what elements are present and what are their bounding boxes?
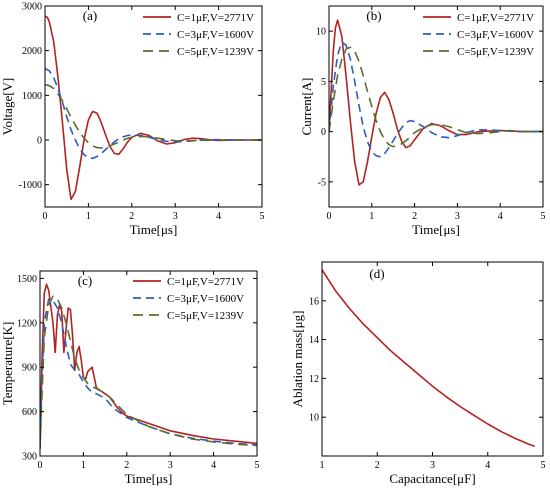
series-line-3 [329,46,543,148]
y-axis-label: Voltage[V] [0,78,15,136]
legend: C=1μF,V=2771V C=3μF,V=1600V C=5μF,V=1239V [143,12,254,58]
y-tick-label: -1000 [19,180,42,191]
series-line-2 [45,67,262,160]
y-tick-label: 12 [309,374,319,385]
x-axis-label: Time[μs] [412,222,460,237]
series-line-3 [45,83,262,149]
x-tick-label: 2 [412,211,417,222]
y-axis-label: Ablation mass[μg] [290,311,305,408]
x-tick-label: 1 [81,460,86,471]
x-tick-label: 2 [375,460,380,471]
x-tick-label: 4 [485,460,490,471]
y-tick-label: 10 [309,413,319,424]
x-tick-label: 1 [320,460,325,471]
y-tick-label: 16 [309,296,319,307]
y-tick-label: 1500 [17,274,37,285]
y-tick-label: 2000 [22,46,42,57]
y-tick-label: 10 [316,27,326,38]
y-tick-label: 300 [22,452,37,463]
plot-frame [44,5,263,208]
x-tick-label: 5 [541,211,546,222]
legend-label-3: C=5μF,V=1239V [177,46,254,58]
y-tick-label: 1200 [17,318,37,329]
y-tick-label: 600 [22,407,37,418]
x-tick-label: 5 [255,460,260,471]
x-tick-label: 0 [43,211,48,222]
series-line-1 [322,269,535,448]
series-line-3 [40,295,257,449]
x-tick-label: 3 [430,460,435,471]
x-tick-label: 3 [173,211,178,222]
legend: C=1μF,V=2771V C=3μF,V=1600V C=5μF,V=1239V [423,12,534,58]
y-tick-label: 1000 [22,91,42,102]
y-tick-label: 3000 [22,2,42,13]
x-tick-label: 3 [455,211,460,222]
y-tick-label: 0 [37,136,42,147]
y-tick-label: 900 [22,363,37,374]
x-tick-label: 1 [369,211,374,222]
x-tick-label: 5 [541,460,546,471]
x-tick-label: 2 [129,211,134,222]
x-tick-label: 4 [498,211,503,222]
y-axis-label: Temperature[K] [0,322,15,406]
y-tick-label: -5 [318,177,326,188]
y-tick-label: 0 [321,127,326,138]
panel-tag: (b) [366,8,381,23]
plot-frame [328,5,544,208]
plot-frame [39,270,258,457]
panel-tag: (c) [78,273,92,288]
x-tick-label: 4 [211,460,216,471]
legend-label-3: C=5μF,V=1239V [457,46,534,58]
x-tick-label: 3 [168,460,173,471]
chart-panel-3: 0 1 2 3 4 5 300 600 900 1200 1500 Time[μs] Temperatu… [0,270,260,486]
y-tick-label: 14 [309,335,319,346]
x-axis-label: Time[μs] [130,222,178,237]
x-tick-label: 5 [260,211,265,222]
legend-label-1: C=1μF,V=2771V [167,276,244,288]
legend-label-1: C=1μF,V=2771V [457,12,534,24]
legend: C=1μF,V=2771V C=3μF,V=1600V C=5μF,V=1239V [133,276,244,322]
series-line-1 [45,15,262,201]
legend-label-3: C=5μF,V=1239V [167,310,244,322]
x-tick-label: 2 [124,460,129,471]
x-axis-label: Time[μs] [125,471,173,486]
panel-tag: (a) [83,8,97,23]
legend-label-2: C=3μF,V=1600V [177,29,254,41]
panel-tag: (d) [369,266,384,281]
legend-label-2: C=3μF,V=1600V [167,293,244,305]
y-axis-label: Current[A] [299,78,314,136]
x-tick-label: 4 [216,211,221,222]
x-tick-label: 1 [86,211,91,222]
chart-panel-2: 0 1 2 3 4 5 -5 0 5 10 Time[μs] Current[A] (b) C=1μF,V… [299,5,546,237]
series-line-1 [329,19,543,186]
x-tick-label: 0 [38,460,43,471]
plot-frame [321,261,544,457]
legend-label-1: C=1μF,V=2771V [177,12,254,24]
x-axis-label: Capacitance[μF] [389,471,475,486]
chart-panel-1: 0 1 2 3 4 5 -1000 0 1000 2000 3000 Time[μs] Voltage[… [0,2,265,238]
legend-label-2: C=3μF,V=1600V [457,29,534,41]
y-tick-label: 5 [321,77,326,88]
series-line-2 [329,41,543,158]
x-tick-label: 0 [327,211,332,222]
